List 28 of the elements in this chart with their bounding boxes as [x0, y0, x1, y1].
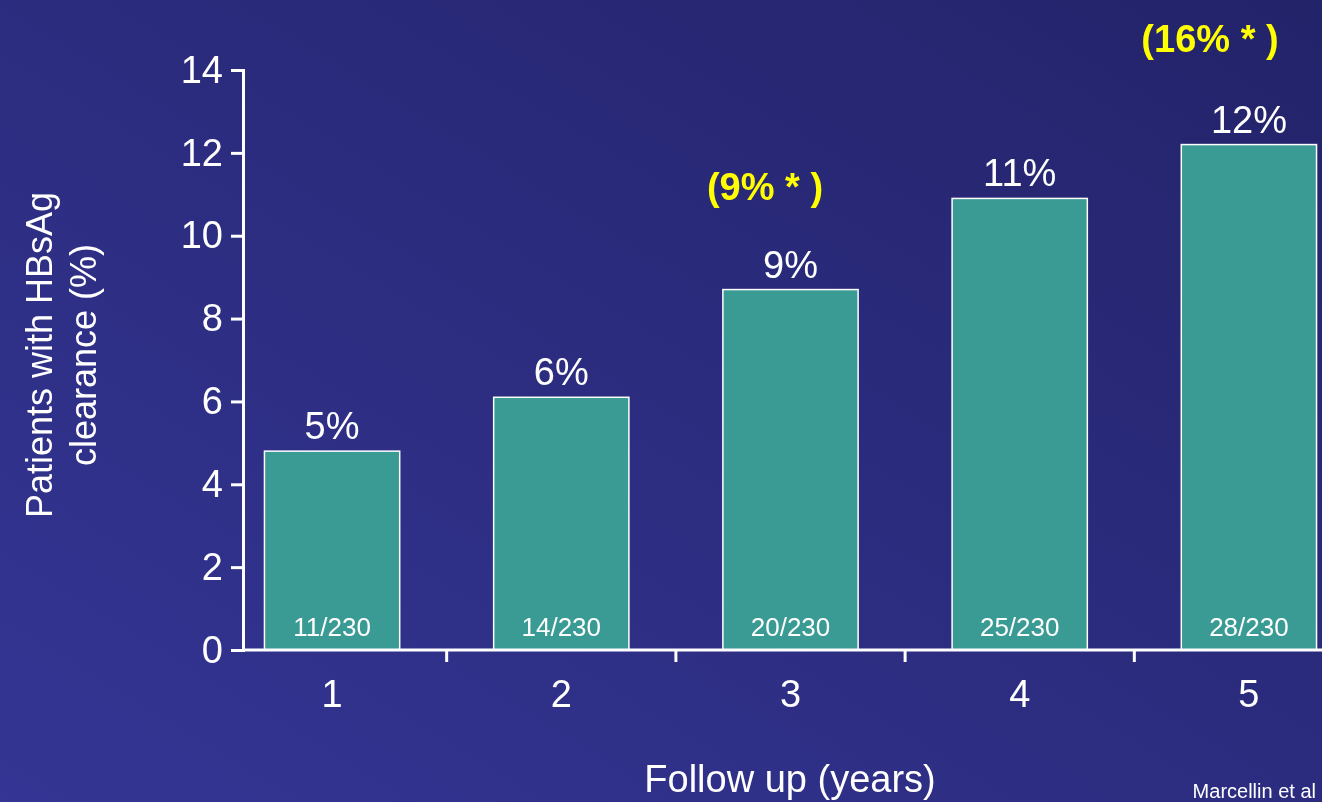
x-tick-label: 3: [779, 672, 802, 715]
x-tick-label: 2: [550, 672, 572, 715]
y-tick-label: 10: [180, 214, 223, 257]
y-tick-label: 8: [201, 297, 223, 340]
annotation: 28/230: [1209, 612, 1289, 642]
annotation: (9% * ): [706, 166, 824, 208]
annotation: 11/230: [293, 612, 371, 642]
y-tick-label: 2: [201, 545, 223, 588]
x-axis-title: Follow up (years): [644, 758, 936, 800]
y-tick-label: 0: [201, 628, 223, 671]
annotation: 14/230: [521, 612, 602, 642]
data-label: 6%: [533, 351, 589, 394]
x-tick-label: 1: [321, 672, 343, 715]
text: Marcellin et al: [1192, 780, 1316, 802]
x-tick-label: 4: [1009, 672, 1031, 715]
annotation: 25/230: [979, 612, 1060, 642]
data-label: 12%: [1210, 98, 1287, 141]
y-tick-label: 6: [201, 380, 223, 423]
data-label: 11%: [983, 152, 1057, 195]
data-label: 5%: [304, 405, 360, 448]
y-axis-title: Patients with HBsAg clearance (%): [19, 191, 104, 519]
data-label: 9%: [763, 243, 818, 286]
y-tick-label: 4: [201, 462, 223, 505]
annotation: 20/230: [750, 612, 831, 642]
text: (16% * ): [1141, 18, 1279, 60]
y-tick-label: 14: [180, 48, 223, 91]
y-tick-label: 12: [180, 131, 223, 174]
x-tick-label: 5: [1238, 672, 1260, 715]
